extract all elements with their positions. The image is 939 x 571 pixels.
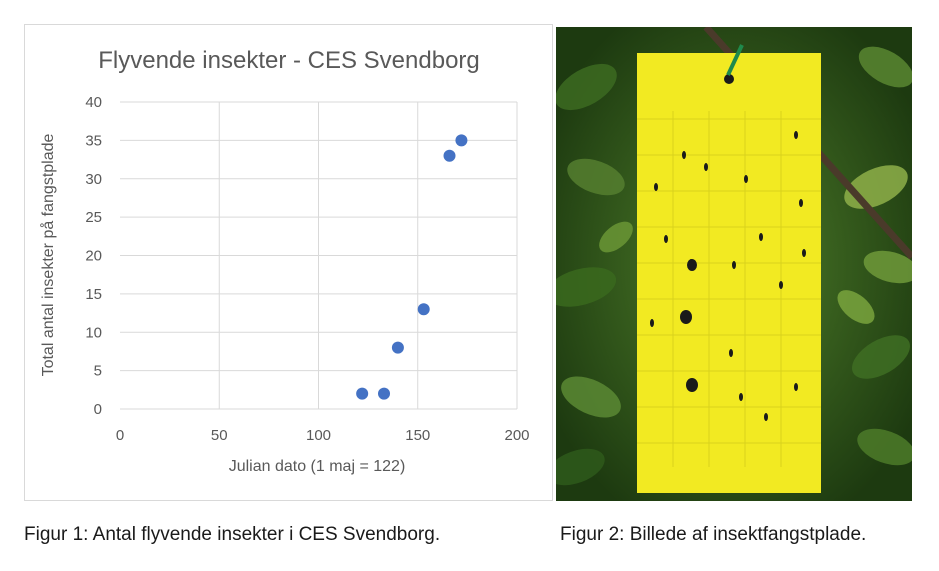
x-tick-label: 100 [306,427,331,444]
y-tick-label: 35 [85,132,102,149]
insect-trap-photo [556,27,912,501]
y-tick-label: 15 [85,286,102,303]
chart-panel: Flyvende insekter - CES Svendborg 0 5 10 15… [24,24,553,501]
x-tick-label: 200 [504,427,529,444]
x-axis-label: Julian dato (1 maj = 122) [229,458,406,475]
y-tick-label: 25 [85,209,102,226]
data-point [391,341,404,354]
data-point [455,134,468,147]
x-tick-label: 150 [405,427,430,444]
green-tie [726,44,744,76]
trap-hole [724,74,734,84]
scatter-chart: Flyvende insekter - CES Svendborg 0 5 10 15… [39,47,530,475]
y-tick-label: 10 [85,324,102,341]
data-point [378,387,391,400]
y-tick-label: 20 [85,248,102,265]
y-tick-label: 5 [94,363,102,380]
figure-2-caption: Figur 2: Billede af insektfangstplade. [560,524,867,545]
y-axis-label: Total antal insekter på fangstplade [39,133,57,376]
y-tick-label: 0 [94,401,102,418]
y-tick-label: 40 [85,94,102,111]
trap-grid [637,111,821,467]
tick-layer: 0 5 10 15 20 25 30 35 40 0 50 100 150 200 [85,94,529,444]
x-tick-label: 50 [211,427,228,444]
x-tick-label: 0 [116,427,124,444]
data-point [356,387,369,400]
point-layer [356,134,468,400]
sticky-trap [637,53,821,493]
y-tick-label: 30 [85,171,102,188]
figure-1-caption: Figur 1: Antal flyvende insekter i CES S… [24,524,441,545]
data-point [417,303,430,316]
trapped-insects [650,131,806,421]
data-point [443,149,456,162]
photo-illustration [556,27,912,501]
leaves [556,46,912,486]
chart-title: Flyvende insekter - CES Svendborg [98,47,480,74]
grid-layer [120,101,518,410]
